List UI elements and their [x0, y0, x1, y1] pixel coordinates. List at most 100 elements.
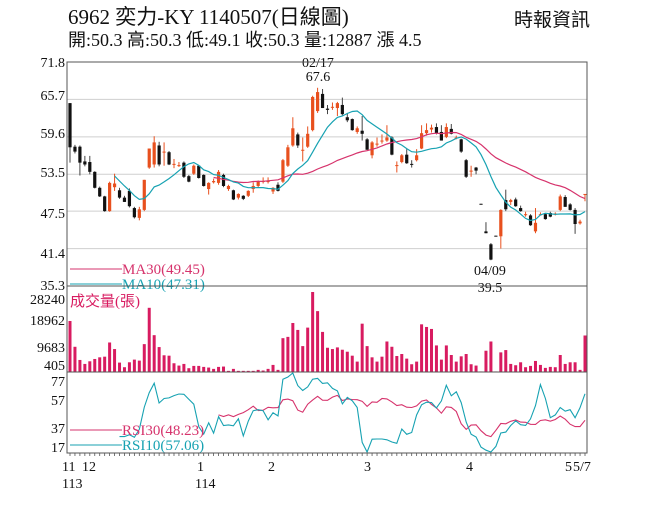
rsi30-legend-label: RSI30(48.23) [122, 423, 204, 439]
candle-body [256, 181, 260, 186]
volume-bar [533, 360, 537, 372]
candle-body [499, 209, 503, 237]
candle-body [375, 143, 379, 145]
candle-body [345, 117, 349, 121]
candle-body [266, 181, 270, 183]
candle [504, 189, 508, 212]
candle [375, 137, 379, 147]
candle-body [162, 151, 166, 153]
candle [152, 136, 156, 168]
rsi-tick: 37 [51, 422, 65, 437]
volume-bar [514, 365, 518, 372]
candle-body [315, 92, 320, 112]
candle [434, 123, 439, 135]
candle-body [192, 165, 196, 174]
volume-bar [420, 324, 424, 372]
low-value-label: 39.5 [478, 281, 503, 296]
candle [68, 103, 72, 163]
candle [207, 182, 211, 195]
volume-bar [271, 364, 275, 372]
volume-bar [538, 364, 542, 372]
candle [296, 132, 300, 148]
volume-bar [266, 368, 270, 372]
candle [226, 184, 231, 191]
candle [355, 126, 359, 134]
candle-body [212, 181, 216, 183]
candle [276, 182, 280, 192]
candle [212, 178, 216, 184]
month-label: 4 [466, 460, 473, 475]
rsi-tick: 77 [51, 375, 65, 390]
candle [325, 104, 330, 115]
ma30-line [213, 131, 586, 200]
volume-bar [93, 358, 97, 372]
candle-body [296, 134, 300, 146]
volume-tick: 9683 [37, 341, 65, 356]
candle-body [93, 171, 97, 188]
candle-body [320, 93, 325, 109]
candle [390, 136, 394, 156]
candle [216, 170, 221, 185]
candle-body [548, 212, 552, 217]
volume-bar [439, 359, 443, 372]
volume-bar [568, 362, 572, 372]
candle-body [147, 148, 151, 168]
candle-body [514, 199, 518, 207]
candle [519, 205, 523, 212]
candle [167, 150, 171, 166]
candle [335, 101, 340, 117]
volume-bar [78, 359, 82, 372]
volume-bar [330, 349, 334, 372]
candle-body [103, 196, 107, 212]
volume-bar [172, 363, 176, 372]
candle [568, 203, 572, 211]
volume-bar [202, 366, 206, 372]
candle-body [400, 155, 404, 163]
price-tick: 71.8 [41, 56, 66, 71]
volume-tick: 405 [44, 359, 65, 374]
candle [489, 243, 493, 261]
volume-bar [98, 357, 102, 372]
volume-bar [162, 355, 166, 372]
volume-bar [222, 366, 226, 372]
candle-body [469, 170, 473, 172]
candle [127, 188, 132, 208]
x-axis: 11 12 1 2 3 4 5 5/7 113 114 [62, 460, 591, 492]
volume-bar [553, 367, 557, 372]
candle-body [494, 235, 498, 237]
volume-bar [469, 364, 473, 372]
volume-title: 成交量(張) [70, 292, 140, 310]
candle [192, 164, 196, 175]
candle [117, 187, 122, 199]
volume-bar [360, 323, 364, 372]
ma30-legend-label: MA30(49.45) [122, 262, 205, 278]
volume-bar [390, 346, 394, 372]
candle [162, 142, 166, 166]
price-y-axis: 71.8 65.7 59.6 53.5 47.5 41.4 35.3 [41, 56, 66, 294]
candle-body [325, 108, 330, 110]
source-label: 時報資訊 [514, 9, 590, 31]
candle-body [330, 106, 335, 108]
volume-bar [197, 365, 201, 372]
candle-body [167, 152, 171, 165]
candle [281, 158, 285, 183]
candle [147, 148, 151, 169]
volume-bar [142, 344, 146, 372]
candle-body [137, 209, 141, 218]
volume-bar [350, 355, 354, 372]
volume-bar [385, 341, 389, 372]
price-tick: 35.3 [41, 279, 66, 294]
volume-bar [226, 370, 230, 372]
candle [172, 158, 176, 169]
candle-body [444, 127, 448, 137]
candle-body [479, 203, 483, 205]
volume-bar [306, 327, 310, 372]
candle-body [187, 176, 191, 182]
candle-body [246, 190, 250, 196]
chart-title: 6962 奕力-KY 1140507(日線圖) [68, 5, 349, 29]
rsi-y-axis: 77 57 37 17 [51, 375, 65, 456]
volume-bar [484, 350, 488, 372]
candle [444, 123, 448, 139]
volume-bar [192, 365, 196, 372]
volume-bar [434, 345, 438, 372]
